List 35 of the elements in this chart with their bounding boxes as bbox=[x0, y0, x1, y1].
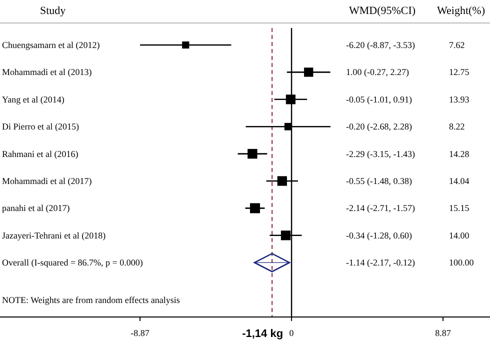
annotation: -2.29 (-3.15, -1.43) bbox=[346, 148, 415, 159]
y-tick-label: panahi et al (2017) bbox=[2, 203, 70, 214]
x-tick-label: -8.87 bbox=[130, 328, 150, 338]
y-tick-label: Mohammadi et al (2017) bbox=[2, 176, 92, 186]
annotation: 12.75 bbox=[449, 67, 470, 78]
y-tick-label: Chuengsamarn et al (2012) bbox=[2, 40, 100, 50]
y-tick-label: Yang et al (2014) bbox=[2, 94, 64, 104]
annotation: -2.14 (-2.71, -1.57) bbox=[346, 203, 415, 214]
y-tick-label: Di Pierro et al (2015) bbox=[2, 122, 79, 132]
annotation: -0.05 (-1.01, 0.91) bbox=[346, 94, 412, 104]
text: WMD(95%CI) bbox=[349, 5, 416, 17]
annotation: 14.28 bbox=[449, 148, 470, 159]
y-tick-label: Mohammadi et al (2013) bbox=[2, 67, 92, 78]
annotation: -0.34 (-1.28, 0.60) bbox=[346, 230, 412, 240]
annotation: -0.55 (-1.48, 0.38) bbox=[346, 176, 412, 186]
annotation: 100.00 bbox=[449, 258, 474, 268]
y-tick-label: Rahmani et al (2016) bbox=[2, 148, 78, 159]
annotation: 13.93 bbox=[449, 94, 470, 104]
ref-line-label: -1,14 kg bbox=[242, 328, 284, 340]
annotation: NOTE: Weights are from random effects analysis bbox=[2, 295, 180, 305]
annotation: 15.15 bbox=[449, 203, 470, 214]
y-axis-title: Study bbox=[40, 5, 66, 17]
y-tick-label: Jazayeri-Tehrani et al (2018) bbox=[2, 230, 106, 240]
annotation: 14.00 bbox=[449, 230, 470, 240]
annotation: -1.14 (-2.17, -0.12) bbox=[346, 258, 415, 268]
x-tick-label: 8.87 bbox=[435, 328, 452, 338]
annotation: 8.22 bbox=[449, 122, 465, 132]
annotation: 7.62 bbox=[449, 40, 465, 50]
x-tick-label: 0 bbox=[289, 328, 294, 338]
text: Weight(%) bbox=[437, 5, 486, 17]
y-tick-label: Overall (I-squared = 86.7%, p = 0.000) bbox=[2, 258, 143, 268]
annotation: -0.20 (-2.68, 2.28) bbox=[346, 122, 412, 132]
annotation: 14.04 bbox=[449, 176, 470, 186]
annotation: 1.00 (-0.27, 2.27) bbox=[346, 67, 409, 78]
annotation: -6.20 (-8.87, -3.53) bbox=[346, 40, 415, 50]
